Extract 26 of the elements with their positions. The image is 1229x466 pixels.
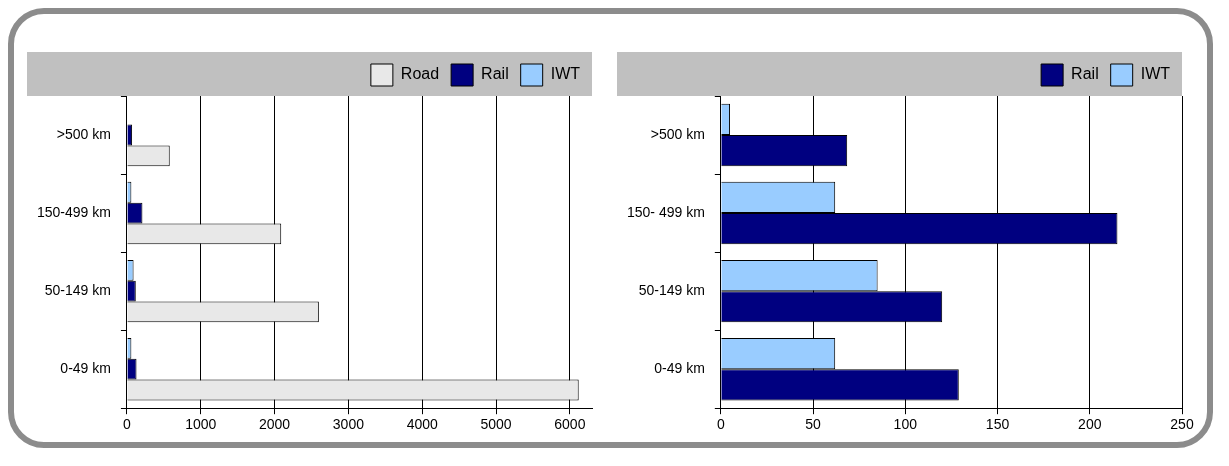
x-tick-label: 100 xyxy=(893,416,918,433)
y-tick-label: >500 km xyxy=(650,125,705,142)
x-tick-label: 0 xyxy=(123,416,132,433)
y-tick-label: 50-149 km xyxy=(638,281,705,298)
x-tick-label: 2000 xyxy=(258,416,291,433)
legend-label: IWT xyxy=(1140,65,1171,83)
x-tick-label: 6000 xyxy=(554,416,586,433)
x-tick-label: 1000 xyxy=(185,416,217,433)
y-tick-label: 0-49 km xyxy=(60,360,111,377)
x-tick-label: 4000 xyxy=(406,416,438,433)
legend-label: Rail xyxy=(481,65,509,83)
x-tick-label: 250 xyxy=(1170,416,1194,433)
y-tick-label: 150- 499 km xyxy=(626,203,705,220)
legend-label: Road xyxy=(400,65,440,83)
x-tick-label: 50 xyxy=(805,416,822,433)
legend-label: IWT xyxy=(550,65,581,83)
x-tick-label: 3000 xyxy=(332,416,365,433)
x-tick-label: 5000 xyxy=(480,416,512,433)
legend-label: Rail xyxy=(1071,65,1099,83)
y-tick-label: 50-149 km xyxy=(44,281,111,298)
y-tick-label: 150-499 km xyxy=(36,203,111,220)
x-tick-label: 0 xyxy=(716,416,725,433)
x-tick-label: 150 xyxy=(985,416,1010,433)
y-tick-label: 0-49 km xyxy=(654,360,705,377)
y-tick-label: >500 km xyxy=(56,125,111,142)
x-tick-label: 200 xyxy=(1078,416,1102,433)
